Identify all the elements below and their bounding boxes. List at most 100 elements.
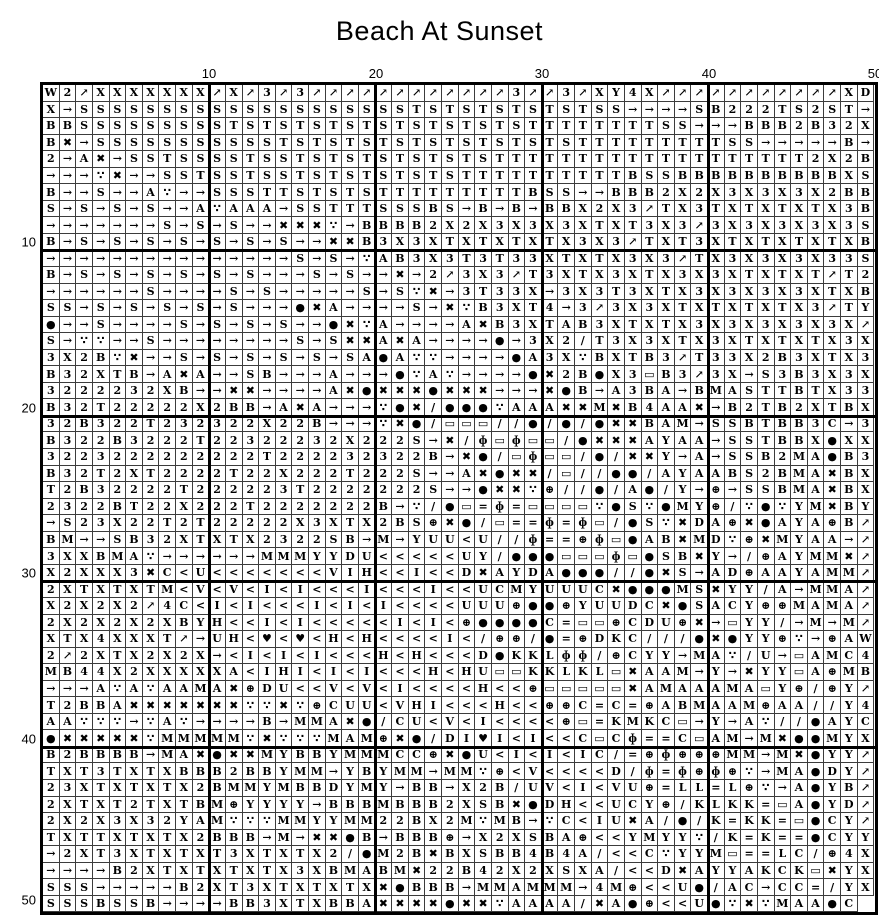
grid-cell: X: [558, 233, 575, 251]
grid-cell: B: [757, 167, 775, 185]
grid-cell: X: [575, 250, 592, 268]
grid-cell: S: [425, 101, 442, 119]
grid-cell: →: [591, 184, 609, 201]
grid-cell: 3: [807, 415, 825, 433]
grid-cell: U: [658, 614, 675, 632]
grid-cell: 3: [142, 813, 160, 830]
grid-cell: 2: [225, 763, 243, 780]
grid-cell: T: [525, 267, 542, 284]
grid-cell: →: [76, 531, 93, 549]
grid-cell: 3: [142, 531, 160, 549]
grid-cell: B: [408, 829, 426, 847]
grid-cell: S: [408, 432, 426, 450]
grid-cell: ✖: [641, 449, 659, 466]
grid-cell: 2: [76, 382, 93, 400]
grid-cell: ✖: [658, 564, 675, 582]
grid-cell: X: [575, 862, 592, 880]
grid-cell: ∵: [259, 813, 276, 830]
grid-cell: 3: [59, 779, 77, 797]
grid-cell: ✖: [242, 746, 260, 764]
grid-cell: T: [292, 151, 309, 168]
grid-cell: /: [591, 647, 609, 665]
grid-cell: B: [708, 167, 725, 185]
grid-cell: B: [774, 399, 792, 416]
grid-cell: X: [624, 333, 642, 350]
grid-cell: A: [624, 482, 642, 499]
grid-cell: /: [575, 482, 592, 499]
grid-cell: →: [641, 101, 659, 119]
grid-cell: A: [126, 680, 143, 698]
grid-cell: ✖: [392, 333, 409, 350]
grid-cell: ✖: [658, 597, 675, 615]
grid-cell: ✖: [325, 233, 343, 251]
grid-cell: S: [142, 333, 160, 350]
grid-cell: ⊕: [558, 713, 575, 731]
grid-cell: ●: [807, 796, 825, 814]
grid-cell: ▭: [475, 415, 492, 433]
grid-cell: <: [225, 614, 243, 632]
grid-cell: <: [242, 664, 260, 681]
grid-cell: X: [176, 779, 193, 797]
grid-cell: X: [807, 250, 825, 268]
grid-cell: =: [508, 515, 526, 532]
grid-cell: A: [807, 895, 825, 913]
grid-cell: /: [624, 564, 642, 582]
grid-cell: S: [209, 101, 226, 119]
grid-cell: 3: [259, 895, 276, 913]
grid-cell: S: [43, 879, 60, 896]
grid-cell: T: [641, 233, 659, 251]
grid-cell: ↗: [309, 85, 326, 102]
grid-cell: 2: [425, 862, 442, 880]
grid-cell: T: [192, 167, 210, 185]
grid-cell: X: [641, 85, 659, 102]
grid-cell: M: [824, 548, 841, 565]
grid-cell: C: [774, 879, 792, 896]
grid-cell: T: [92, 779, 110, 797]
grid-cell: T: [708, 134, 725, 152]
grid-cell: M: [275, 813, 293, 830]
grid-cell: 2: [43, 498, 60, 516]
grid-cell: T: [708, 200, 725, 218]
grid-cell: <: [658, 895, 675, 913]
grid-cell: ɸ: [475, 432, 492, 450]
grid-cell: X: [791, 267, 808, 284]
grid-cell: X: [109, 597, 127, 615]
grid-cell: B: [126, 531, 143, 549]
grid-cell: X: [674, 283, 692, 301]
grid-cell: <: [309, 631, 326, 648]
grid-cell: B: [342, 531, 359, 549]
grid-cell: ⊕: [558, 697, 575, 714]
grid-cell: →: [392, 300, 409, 317]
grid-cell: <: [242, 631, 260, 648]
grid-cell: ✖: [624, 449, 642, 466]
grid-cell: H: [325, 631, 343, 648]
grid-cell: <: [458, 581, 476, 598]
grid-cell: T: [192, 531, 210, 549]
grid-cell: →: [791, 581, 808, 598]
grid-cell: X: [591, 85, 609, 102]
grid-cell: X: [92, 614, 110, 632]
grid-cell: ▭: [724, 846, 742, 863]
grid-cell: →: [109, 879, 127, 896]
grid-cell: →: [442, 465, 459, 483]
grid-cell: 3: [791, 184, 808, 201]
grid-cell: S: [92, 300, 110, 317]
grid-cell: 3: [59, 366, 77, 383]
grid-cell: ↗: [658, 85, 675, 102]
grid-cell: S: [192, 151, 210, 168]
grid-cell: S: [109, 101, 127, 119]
grid-cell: S: [525, 101, 542, 119]
grid-cell: S: [209, 134, 226, 152]
grid-cell: →: [525, 813, 542, 830]
grid-cell: 2: [392, 846, 409, 863]
grid-cell: T: [292, 118, 309, 135]
grid-cell: S: [342, 267, 359, 284]
grid-cell: T: [475, 101, 492, 119]
grid-cell: B: [375, 862, 393, 880]
grid-cell: ✖: [475, 382, 492, 400]
grid-cell: T: [342, 465, 359, 483]
grid-cell: S: [76, 200, 93, 218]
grid-cell: 3: [375, 233, 393, 251]
grid-cell: C: [408, 746, 426, 764]
grid-cell: →: [275, 713, 293, 731]
